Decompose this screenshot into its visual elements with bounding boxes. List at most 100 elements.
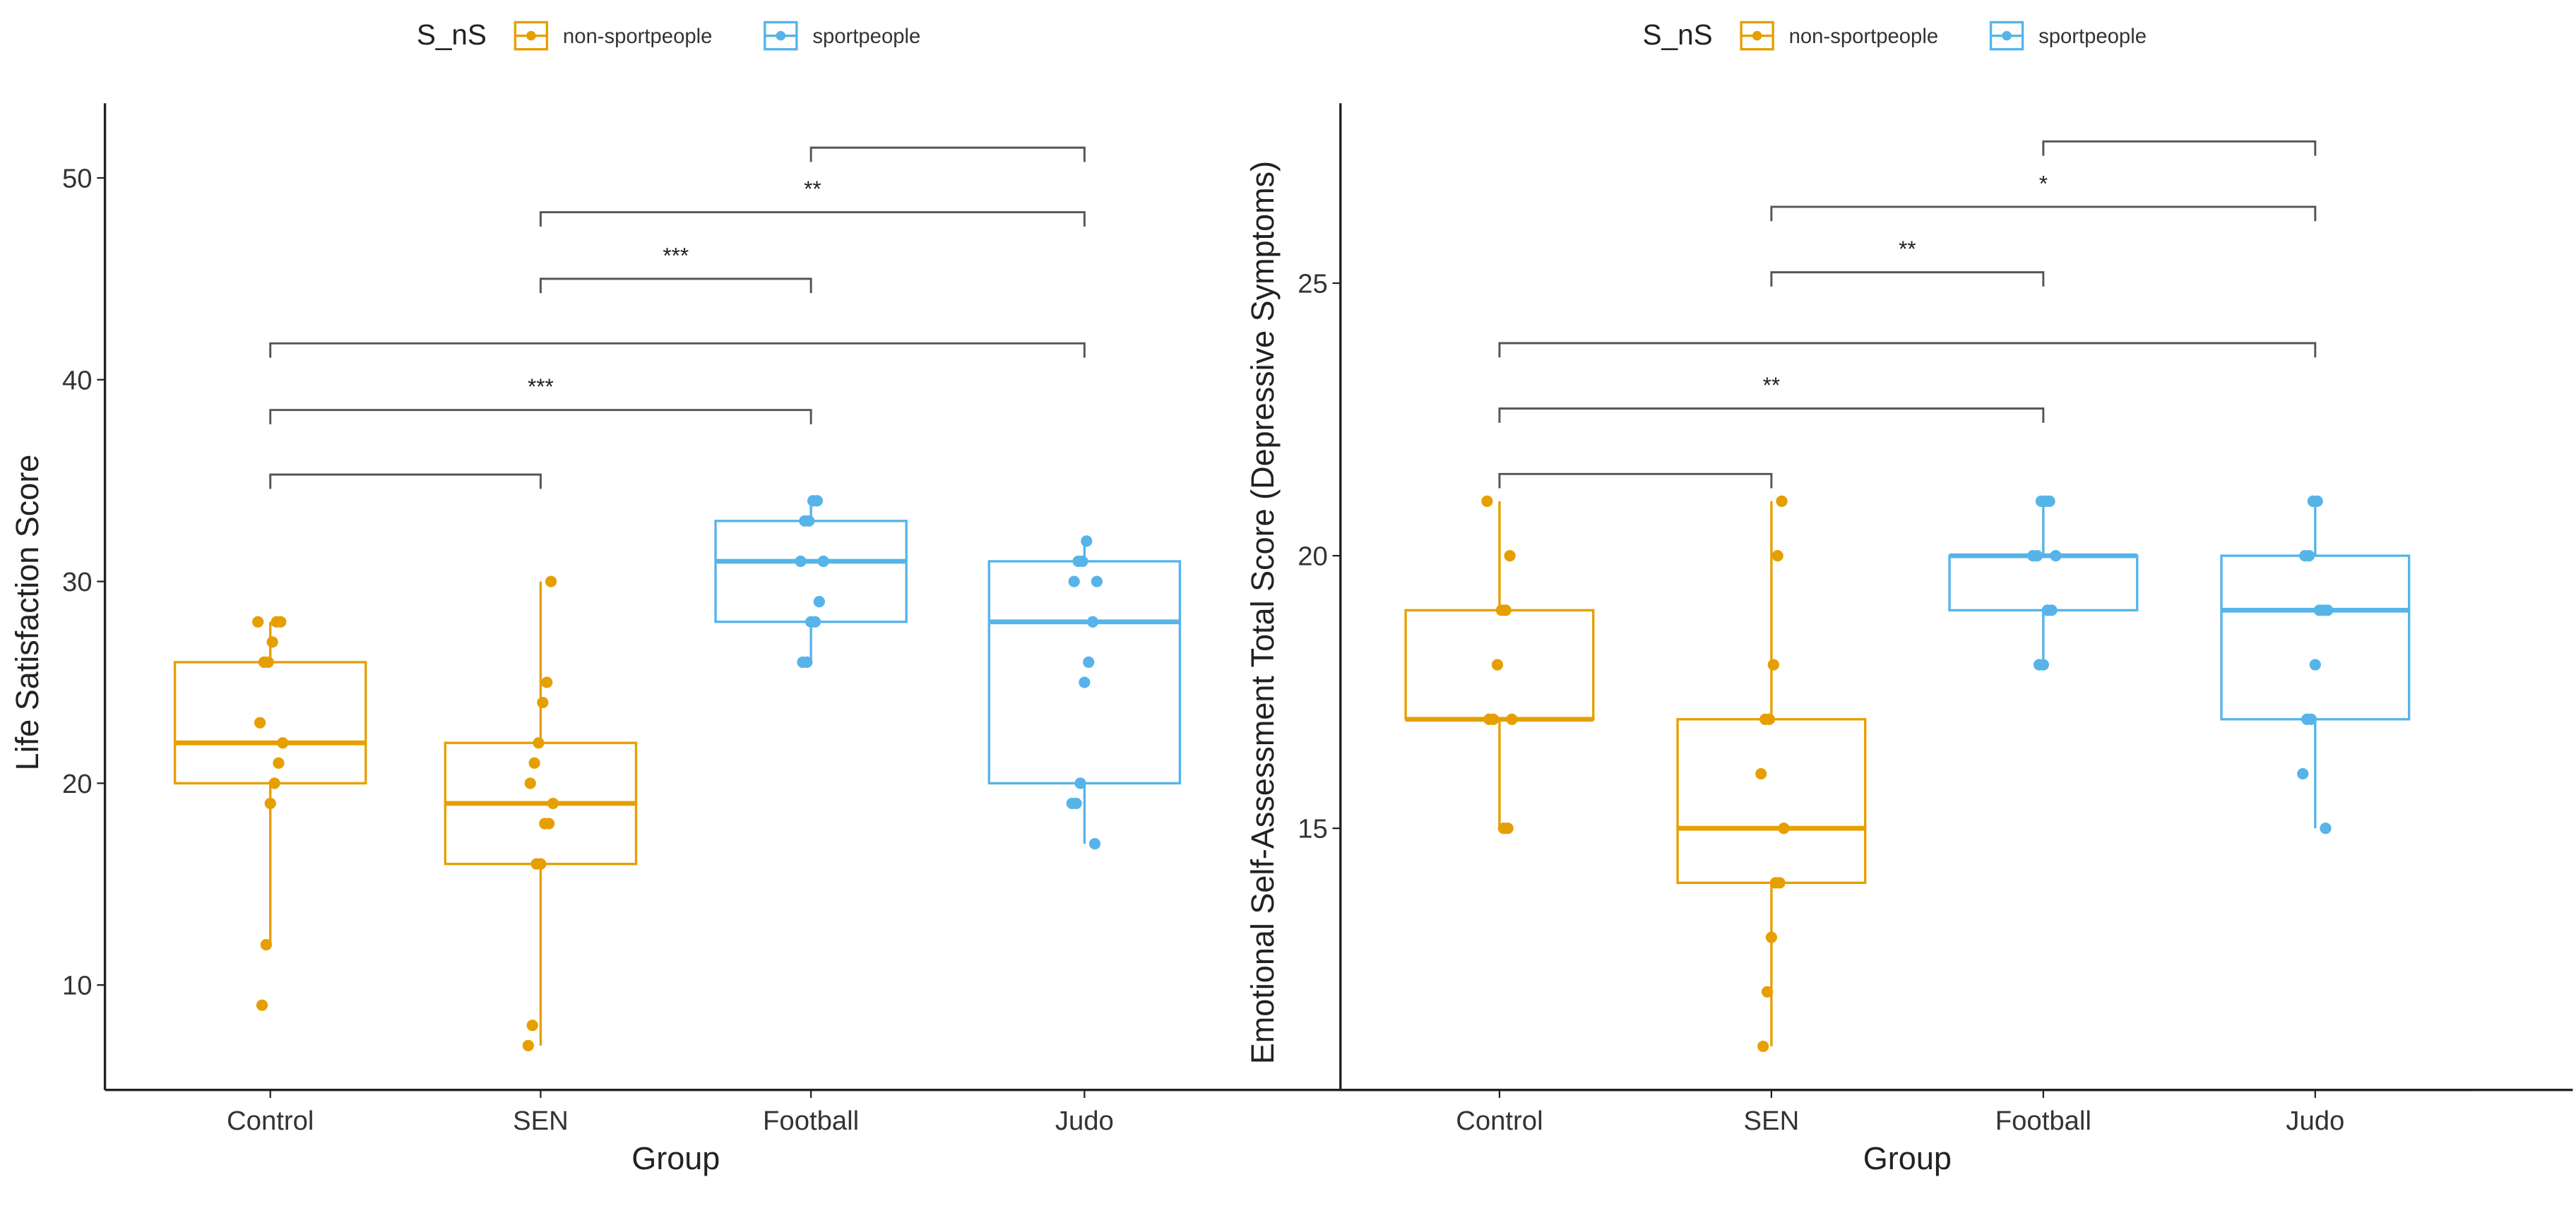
data-point	[813, 596, 825, 608]
significance-label: *	[2039, 170, 2048, 196]
data-point	[2299, 549, 2311, 562]
legend-key-dot	[1752, 30, 1762, 41]
box-iqr	[2220, 554, 2411, 721]
data-point	[1759, 713, 1771, 725]
data-point	[541, 676, 553, 688]
data-point	[817, 555, 829, 568]
data-point	[254, 717, 266, 729]
comparison-bracket: **	[1770, 236, 2045, 287]
data-point	[1481, 495, 1493, 507]
data-point	[524, 777, 536, 789]
data-point	[2027, 549, 2039, 562]
box-football	[1948, 495, 2139, 671]
data-point	[2301, 713, 2313, 725]
x-axis-title: Group	[631, 1140, 720, 1176]
x-tick-label: SEN	[1744, 1106, 1800, 1136]
data-point	[256, 999, 268, 1011]
box-football	[714, 495, 908, 668]
data-point	[2297, 767, 2309, 780]
x-tick-label: Control	[227, 1106, 314, 1136]
y-tick-label: 40	[62, 365, 93, 395]
bracket-line	[809, 146, 1086, 162]
bracket-line	[2042, 140, 2317, 156]
data-point	[526, 1020, 538, 1032]
data-point	[266, 636, 278, 648]
data-point	[795, 555, 807, 568]
data-point	[271, 616, 283, 628]
significance-label: ***	[663, 242, 689, 268]
data-point	[537, 696, 549, 709]
legend-title: S_nS	[417, 18, 487, 51]
legend-label-non-sportpeople: non-sportpeople	[1789, 25, 1938, 48]
data-point	[258, 656, 271, 668]
data-point	[1497, 823, 1509, 835]
x-tick-label: Football	[1995, 1106, 2091, 1136]
data-point	[807, 495, 819, 507]
data-point	[1072, 555, 1084, 568]
comparison-bracket	[809, 146, 1086, 162]
bracket-line	[1498, 342, 2317, 358]
data-point	[1767, 659, 1779, 671]
x-tick-label: SEN	[513, 1106, 569, 1136]
data-point	[528, 757, 540, 769]
comparison-bracket	[1498, 342, 2317, 358]
x-tick-label: Judo	[1055, 1106, 1114, 1136]
comparison-bracket: ***	[539, 242, 812, 294]
depressive-symptoms-panel: S_nS non-sportpeople sportpeople 15 20 25 Cont…	[1245, 18, 2473, 1176]
legend-key-dot	[776, 30, 786, 41]
data-point	[1088, 837, 1101, 850]
data-point	[1771, 549, 1783, 562]
data-point	[1491, 659, 1504, 671]
y-axis-title: Life Satisfaction Score	[9, 455, 45, 771]
y-tick-label: 20	[62, 769, 93, 799]
box-iqr	[173, 661, 367, 785]
comparison-bracket	[1498, 472, 1773, 489]
bracket-line	[1770, 271, 2045, 287]
bracket-line	[269, 473, 542, 489]
box-judo	[2220, 495, 2411, 835]
data-point	[1086, 616, 1099, 628]
significance-label: **	[1763, 372, 1781, 398]
box-sen	[1676, 495, 1867, 1053]
data-point	[797, 656, 809, 668]
bracket-line	[1498, 407, 2045, 423]
y-tick-label: 50	[62, 164, 93, 194]
y-tick-label: 15	[1298, 814, 1328, 844]
data-point	[273, 757, 285, 769]
bracket-line	[269, 409, 812, 424]
data-point	[1776, 495, 1788, 507]
box-control	[173, 616, 367, 1011]
data-point	[2309, 659, 2321, 671]
data-point	[1769, 877, 1781, 889]
data-point	[268, 777, 280, 789]
x-tick-label: Football	[763, 1106, 859, 1136]
data-point	[264, 797, 276, 810]
bracket-line	[539, 211, 1086, 227]
legend-label-sportpeople: sportpeople	[2038, 25, 2147, 48]
x-tick-label: Judo	[2286, 1106, 2344, 1136]
comparison-bracket: **	[1498, 372, 2045, 423]
data-point	[1761, 986, 1774, 998]
data-point	[1091, 575, 1103, 587]
box-iqr	[1676, 718, 1867, 885]
data-point	[1757, 1040, 1769, 1053]
data-point	[539, 818, 551, 830]
legend-label-sportpeople: sportpeople	[812, 25, 920, 48]
data-point	[2320, 823, 2332, 835]
data-point	[1755, 767, 1767, 780]
x-axis-title: Group	[1863, 1140, 1952, 1176]
data-point	[1778, 823, 1790, 835]
box-iqr	[714, 520, 908, 623]
data-point	[1066, 797, 1078, 810]
comparison-bracket	[269, 342, 1086, 358]
data-point	[252, 616, 264, 628]
bracket-line	[1770, 205, 2317, 222]
data-point	[547, 797, 559, 810]
y-axis-title: Emotional Self-Assessment Total Score (D…	[1245, 161, 1281, 1064]
legend: S_nS non-sportpeople sportpeople	[1643, 18, 2147, 51]
data-point	[1081, 535, 1093, 547]
data-point	[2033, 659, 2046, 671]
legend: S_nS non-sportpeople sportpeople	[417, 18, 920, 51]
y-tick-label: 20	[1298, 542, 1328, 572]
data-point	[2307, 495, 2319, 507]
